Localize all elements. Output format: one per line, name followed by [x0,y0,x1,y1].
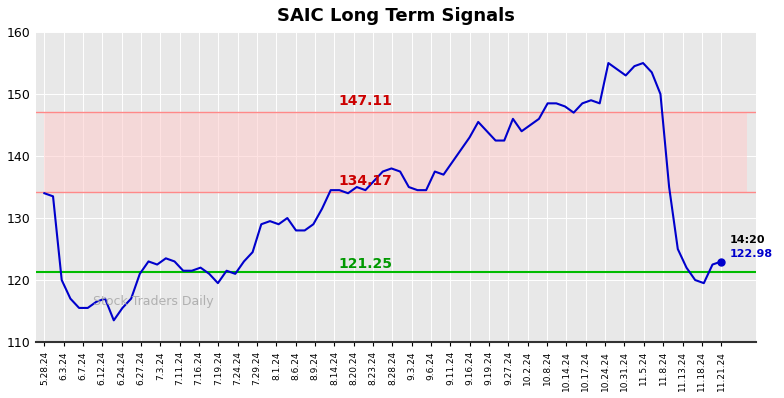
Text: 134.17: 134.17 [339,174,392,188]
Text: 14:20: 14:20 [730,235,765,245]
Text: 147.11: 147.11 [339,94,392,107]
Text: Stock Traders Daily: Stock Traders Daily [93,295,214,308]
Text: 121.25: 121.25 [339,257,393,271]
Point [715,258,728,265]
Title: SAIC Long Term Signals: SAIC Long Term Signals [277,7,515,25]
Text: 122.98: 122.98 [730,249,773,259]
